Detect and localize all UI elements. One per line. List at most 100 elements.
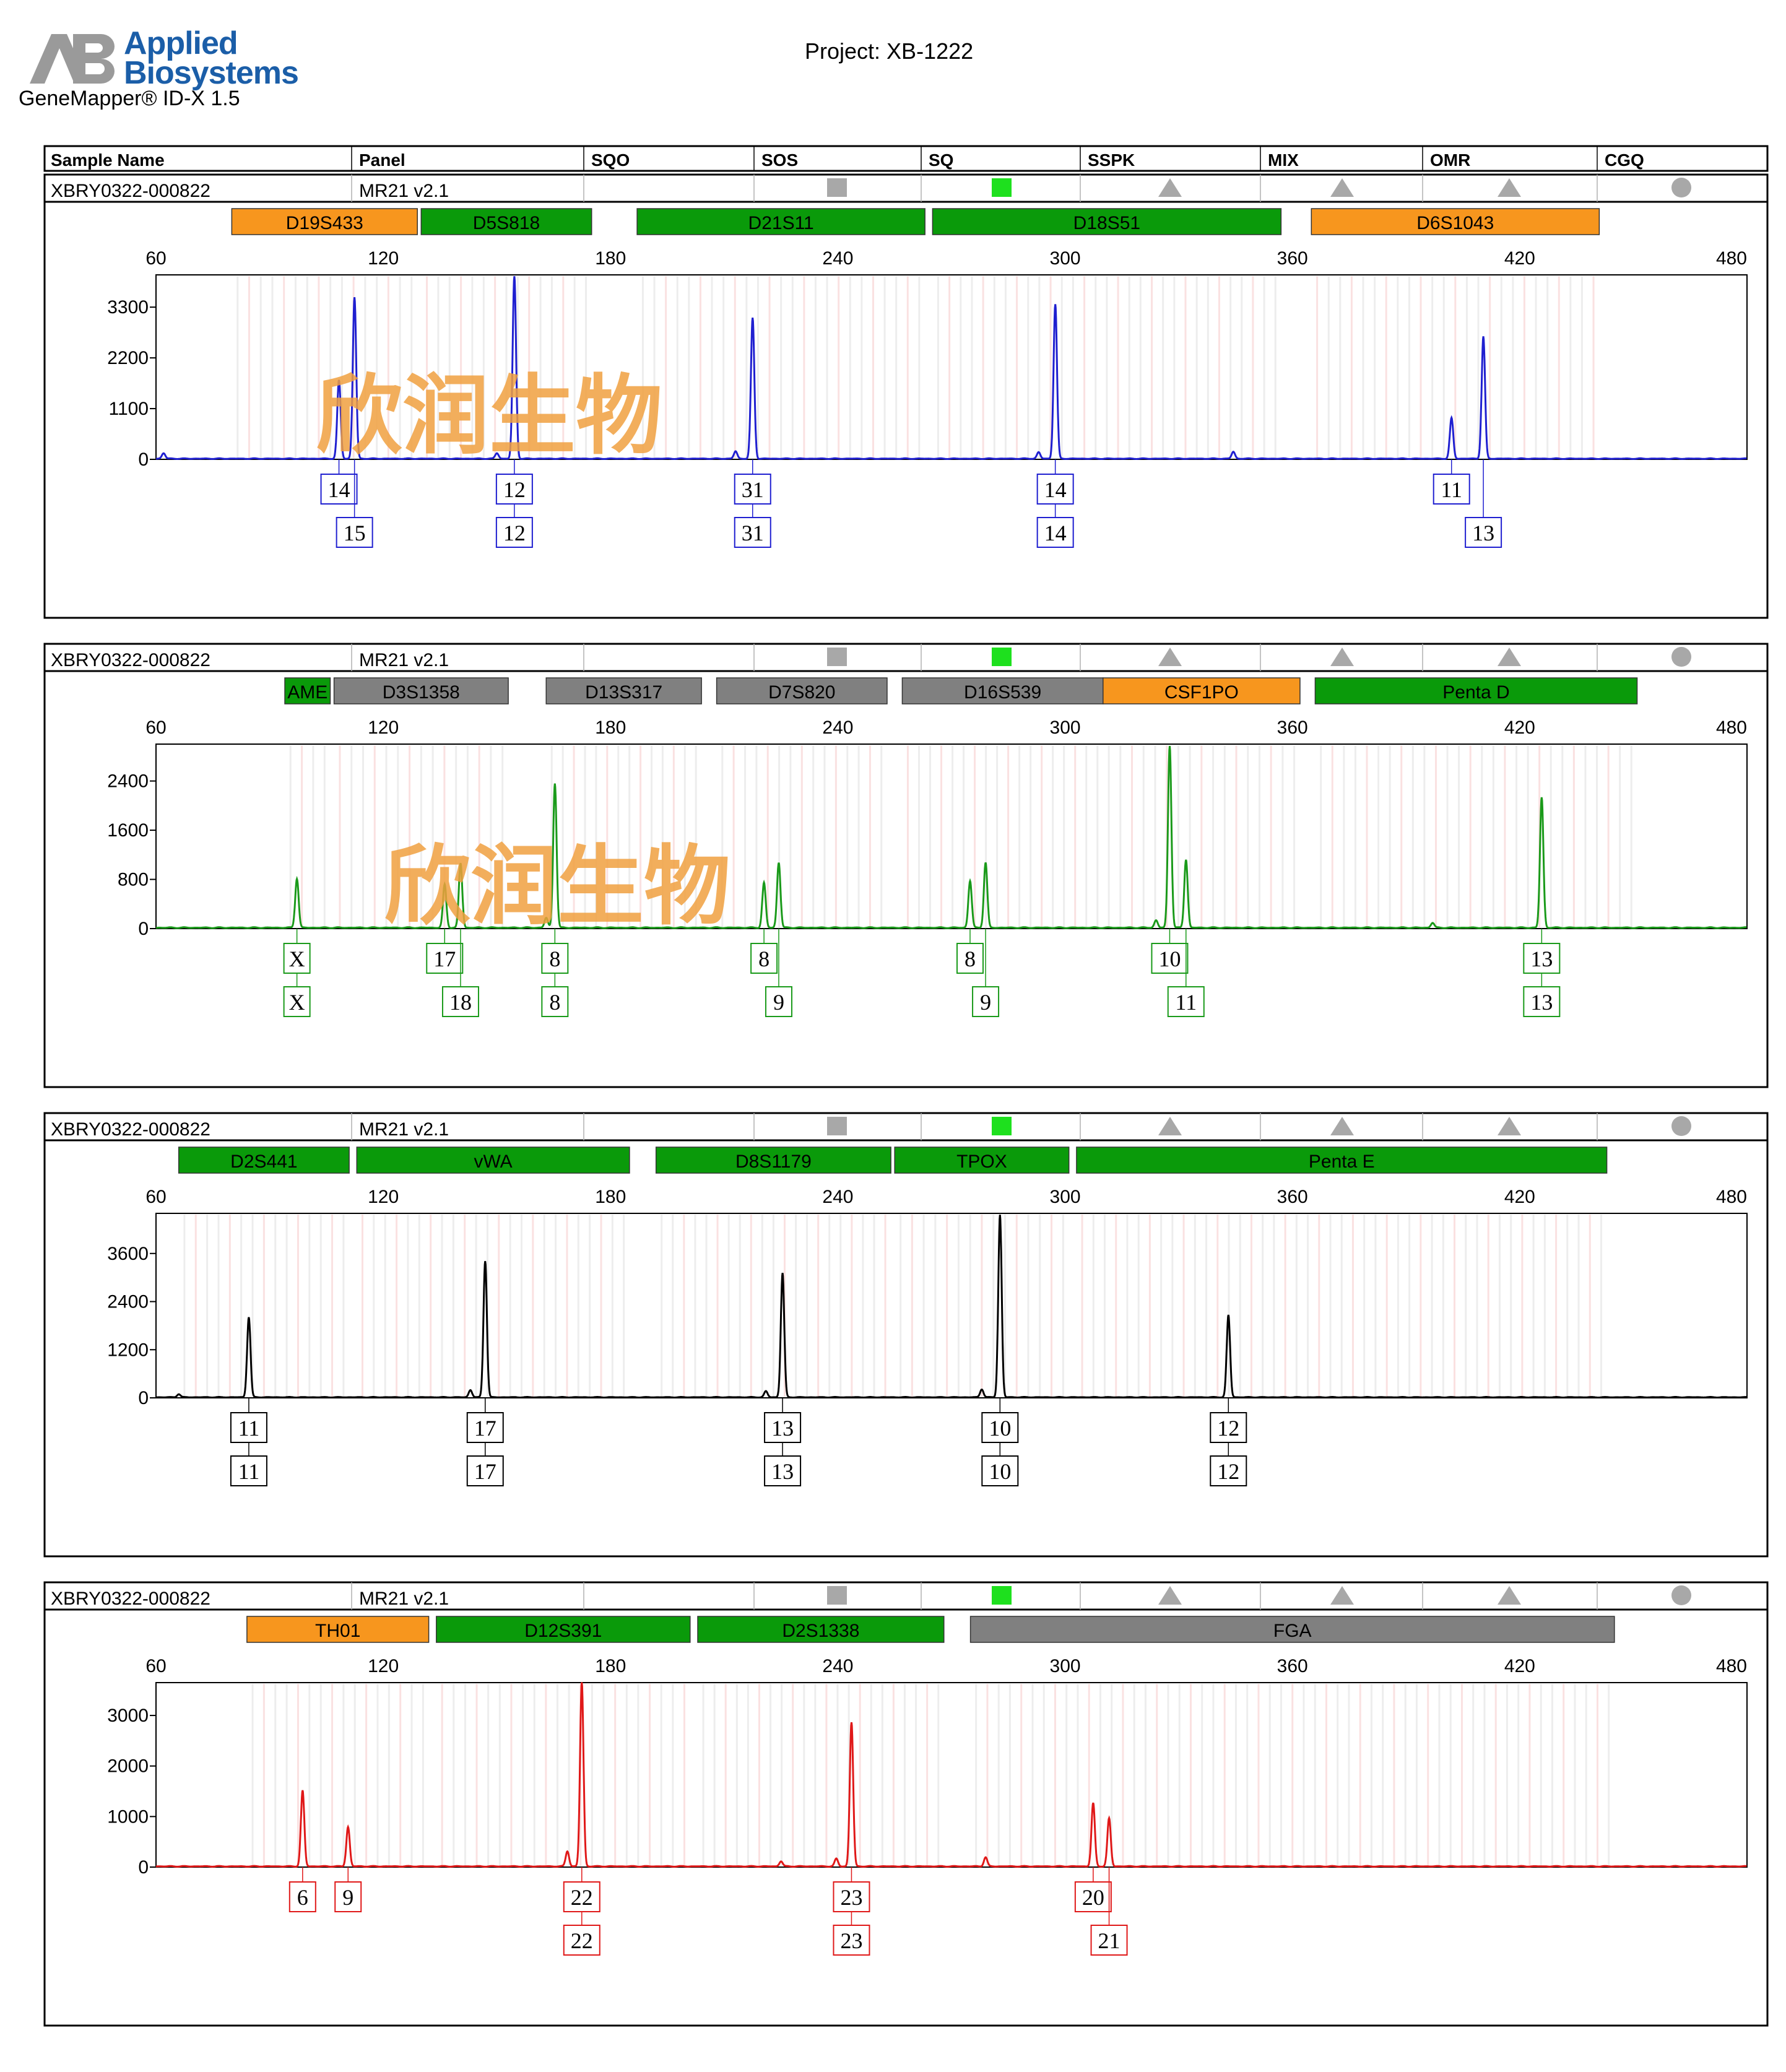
- allele-label: 17: [474, 1416, 496, 1441]
- table-header-sample-name: Sample Name: [51, 150, 165, 170]
- table-header-mix: MIX: [1268, 150, 1299, 170]
- allele-box: [466, 1455, 504, 1486]
- mix-flag-icon: [1330, 178, 1354, 197]
- peak-apex-point: [496, 453, 498, 455]
- app-name: GeneMapper® ID-X 1.5: [19, 87, 240, 110]
- y-tick-label: 3600: [107, 1244, 149, 1264]
- marker-bin-d21s11: [636, 208, 926, 235]
- allele-box: [495, 517, 533, 548]
- peak-apex-point: [752, 318, 753, 319]
- peak-apex-point: [545, 918, 547, 920]
- y-tick-label: 3000: [107, 1706, 149, 1726]
- allele-label: 9: [773, 990, 784, 1015]
- allele-label: 14: [1044, 477, 1067, 502]
- trace-line-black: [155, 1215, 1747, 1398]
- marker-bin-d3s1358: [333, 677, 509, 704]
- x-tick-label: 360: [1277, 1187, 1308, 1207]
- marker-label: vWA: [474, 1151, 512, 1172]
- allele-label: 10: [989, 1416, 1011, 1441]
- allele-label: 18: [449, 990, 472, 1015]
- y-tick-label: 2200: [107, 348, 149, 368]
- allele-box: [541, 943, 569, 974]
- peak-apex-point: [444, 885, 446, 886]
- allele-label: 20: [1082, 1885, 1104, 1910]
- allele-box: [1036, 474, 1074, 505]
- peak-apex-point: [1185, 859, 1187, 861]
- x-tick-label: 480: [1716, 1187, 1747, 1207]
- x-tick-label: 480: [1716, 248, 1747, 269]
- marker-bin-penta-d: [1314, 677, 1638, 704]
- allele-label: 10: [989, 1459, 1011, 1484]
- x-tick-label: 60: [145, 1187, 166, 1207]
- allele-box: [1210, 1455, 1247, 1486]
- sos-flag-icon: [827, 1586, 847, 1605]
- peak-apex-point: [999, 1215, 1001, 1216]
- sspk-flag-icon: [1158, 648, 1182, 666]
- allele-label: 11: [238, 1416, 260, 1441]
- allele-label: 13: [771, 1416, 794, 1441]
- x-tick-label: 420: [1504, 1187, 1535, 1207]
- marker-label: TPOX: [956, 1151, 1007, 1172]
- omr-flag-icon: [1498, 1117, 1521, 1135]
- marker-bin-d7s820: [716, 677, 888, 704]
- allele-box: [833, 1925, 870, 1956]
- allele-box: [956, 943, 984, 974]
- peak-apex-point: [554, 783, 556, 785]
- trace-line-blue: [156, 276, 1747, 461]
- peak-apex-point: [1108, 1818, 1110, 1820]
- x-tick-label: 300: [1050, 1656, 1081, 1676]
- panel-name: MR21 v2.1: [359, 1119, 449, 1140]
- y-tick-label: 3300: [107, 297, 149, 318]
- marker-label: D3S1358: [383, 682, 460, 703]
- omr-flag-icon: [1498, 648, 1521, 666]
- allele-box: [764, 1412, 802, 1443]
- x-tick-label: 120: [368, 1656, 399, 1676]
- peak-apex-point: [248, 1317, 249, 1319]
- marker-bin-fga: [969, 1616, 1615, 1643]
- watermark-text: 欣润生物: [384, 838, 730, 935]
- allele-label: 12: [503, 477, 526, 502]
- peak-apex-point: [1432, 923, 1434, 925]
- allele-box: [1523, 986, 1561, 1017]
- sspk-flag-icon: [1158, 1586, 1182, 1605]
- marker-bin-penta-e: [1076, 1147, 1608, 1174]
- peak-apex-point: [163, 453, 165, 455]
- allele-box: [541, 986, 569, 1017]
- allele-label: 11: [238, 1459, 260, 1484]
- peak-apex-point: [1092, 1803, 1094, 1805]
- marker-bin-vwa: [356, 1147, 630, 1174]
- peak-apex-point: [338, 380, 340, 382]
- watermark-text: 欣润生物: [316, 367, 662, 464]
- marker-label: AME: [287, 682, 327, 703]
- allele-label: 8: [549, 990, 560, 1015]
- peak-apex-point: [301, 1790, 303, 1792]
- marker-bin-d6s1043: [1311, 208, 1600, 235]
- dye-panel-black: XBRY0322-000822 MR21 v2.1 D2S441 vWA D8S1179…: [43, 1112, 1769, 1558]
- y-tick-label: 0: [138, 1388, 149, 1408]
- allele-box: [283, 986, 311, 1017]
- peak-apex-point: [1450, 418, 1452, 420]
- allele-box: [1433, 474, 1470, 505]
- peak-apex-point: [566, 1851, 568, 1853]
- dye-panel-blue: XBRY0322-000822 MR21 v2.1 D19S433 D5S818 D21…: [43, 173, 1769, 619]
- x-tick-label: 240: [822, 1187, 853, 1207]
- allele-label: 17: [433, 947, 456, 971]
- sample-name: XBRY0322-000822: [51, 181, 210, 201]
- peak-apex-point: [985, 862, 987, 864]
- sos-flag-icon: [827, 178, 847, 197]
- allele-box: [1465, 517, 1502, 548]
- x-tick-label: 420: [1504, 717, 1535, 738]
- allele-label: 31: [742, 521, 764, 545]
- marker-label: D7S820: [768, 682, 835, 703]
- peak-apex-point: [469, 1390, 471, 1392]
- marker-label: D8S1179: [735, 1151, 812, 1172]
- sample-name: XBRY0322-000822: [51, 1119, 210, 1140]
- omr-flag-icon: [1498, 178, 1521, 197]
- peak-apex-point: [778, 862, 779, 864]
- plot-area: [155, 1682, 1748, 1868]
- cgq-flag-icon: [1671, 1116, 1691, 1136]
- allele-label: 8: [965, 947, 976, 971]
- table-header-omr: OMR: [1430, 150, 1470, 170]
- allele-label: 22: [571, 1885, 593, 1910]
